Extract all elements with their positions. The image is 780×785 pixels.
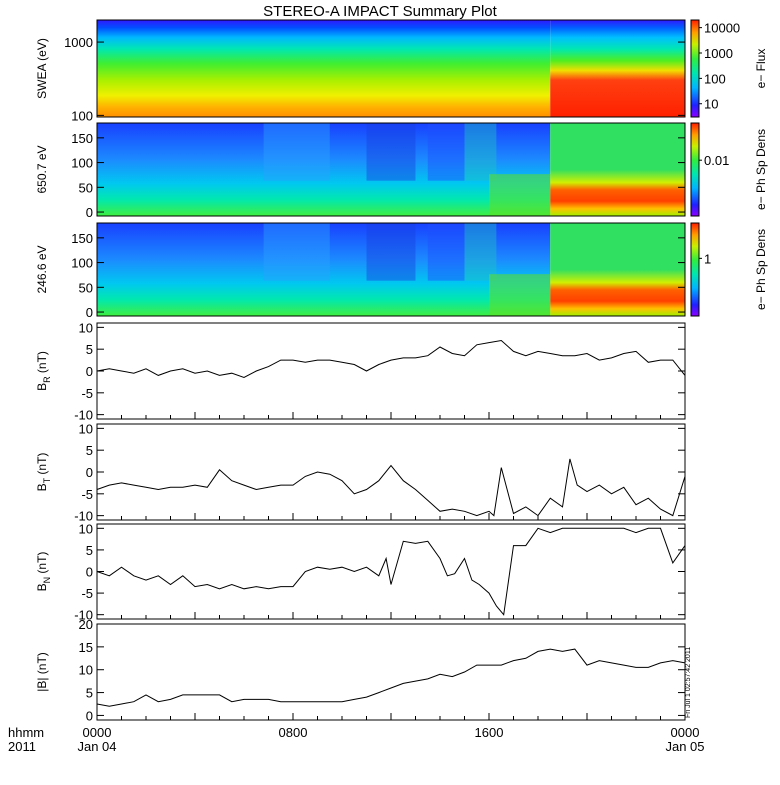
bt-ylabel-main: B bbox=[35, 483, 49, 491]
pad246-ytick-label: 50 bbox=[79, 280, 93, 295]
time-axis-row2-label: 2011 bbox=[8, 739, 36, 754]
pad246-colorbar-label: e− Ph Sp Dens bbox=[754, 229, 768, 310]
pad650-colorbar-tick-label: 0.01 bbox=[704, 153, 729, 168]
bt-ylabel-sub: T bbox=[42, 477, 52, 483]
br-ytick-label: -5 bbox=[81, 386, 93, 401]
bt-ytick-label: 0 bbox=[86, 465, 93, 480]
br-ylabel-unit: (nT) bbox=[35, 351, 49, 376]
bn-ytick-label: -10 bbox=[74, 608, 93, 623]
bmag-ytick-label: 10 bbox=[79, 663, 93, 678]
br-ylabel-sub: R bbox=[42, 376, 52, 383]
bt-ytick-label: 10 bbox=[79, 421, 93, 436]
bt-ylabel-unit: (nT) bbox=[35, 453, 49, 478]
time-axis-row1-label: hhmm bbox=[8, 725, 44, 740]
pad246-heatmap-streak bbox=[366, 223, 416, 281]
swea-colorbar-tick-label: 100 bbox=[704, 71, 726, 86]
pad246-heatmap-streak bbox=[263, 223, 330, 281]
swea-colorbar-tick-label: 1000 bbox=[704, 46, 733, 61]
pad650-frame bbox=[96, 122, 686, 217]
bn-ylabel-sub: N bbox=[42, 577, 52, 584]
br-ytick-label: 0 bbox=[86, 364, 93, 379]
br-ylabel-main: B bbox=[35, 383, 49, 391]
swea-heatmap-before bbox=[97, 20, 551, 117]
time-tick-label: 0800 bbox=[279, 725, 308, 740]
pad246-heatmap-after bbox=[550, 223, 685, 316]
bn-series-line bbox=[96, 527, 686, 616]
pad246-heatmap-streak bbox=[464, 223, 497, 281]
swea-ylabel: SWEA (eV) bbox=[35, 38, 49, 99]
bmag-ytick-label: 15 bbox=[79, 640, 93, 655]
pad650-ytick-label: 0 bbox=[86, 205, 93, 220]
swea-colorbar-label: e− Flux bbox=[754, 49, 768, 89]
br-ytick-label: 10 bbox=[79, 320, 93, 335]
swea-ytick-label: 100 bbox=[71, 108, 93, 123]
br-frame bbox=[96, 322, 686, 420]
pad246-heatmap-before bbox=[97, 223, 551, 316]
bmag-ytick-label: 0 bbox=[86, 708, 93, 723]
pad246-colorbar bbox=[690, 222, 700, 317]
bt-ytick-label: 5 bbox=[86, 443, 93, 458]
pad650-heatmap-streak bbox=[489, 174, 551, 216]
time-tick-label: 0000 bbox=[671, 725, 700, 740]
pad246-frame bbox=[96, 222, 686, 317]
swea-heatmap-after bbox=[550, 20, 685, 117]
br-ylabel: BR (nT) bbox=[35, 351, 52, 391]
swea-colorbar-tick-label: 10 bbox=[704, 97, 718, 112]
pad650-ylabel: 650.7 eV bbox=[35, 145, 49, 193]
bt-ylabel: BT (nT) bbox=[35, 453, 52, 492]
br-series-line bbox=[96, 339, 686, 379]
bn-ylabel-unit: (nT) bbox=[35, 552, 49, 577]
bt-frame bbox=[96, 423, 686, 521]
swea-colorbar-tick-label: 10000 bbox=[704, 21, 740, 36]
bmag-frame bbox=[96, 623, 686, 721]
time-tick-date: Jan 05 bbox=[665, 739, 704, 754]
bt-ytick-label: -10 bbox=[74, 509, 93, 524]
time-tick-label: 0000 bbox=[83, 725, 112, 740]
swea-ytick-label: 1000 bbox=[64, 35, 93, 50]
pad650-heatmap-streak bbox=[427, 123, 465, 181]
time-tick-date: Jan 04 bbox=[77, 739, 116, 754]
pad650-heatmap-streak bbox=[263, 123, 330, 181]
pad650-heatmap-streak bbox=[464, 123, 497, 181]
pad246-heatmap-streak bbox=[489, 274, 551, 316]
bmag-series-line bbox=[96, 648, 686, 707]
plot-title: STEREO-A IMPACT Summary Plot bbox=[263, 3, 497, 20]
bmag-ytick-label: 20 bbox=[79, 617, 93, 632]
bn-ytick-label: 5 bbox=[86, 543, 93, 558]
pad650-heatmap-streak bbox=[366, 123, 416, 181]
pad650-colorbar-label: e− Ph Sp Dens bbox=[754, 129, 768, 210]
pad650-heatmap-after bbox=[550, 123, 685, 216]
time-tick-label: 1600 bbox=[475, 725, 504, 740]
bn-ytick-label: 0 bbox=[86, 565, 93, 580]
bn-ytick-label: 10 bbox=[79, 521, 93, 536]
pad246-colorbar-tick-label: 1 bbox=[704, 251, 711, 266]
pad650-ytick-label: 150 bbox=[71, 131, 93, 146]
pad246-ytick-label: 150 bbox=[71, 231, 93, 246]
pad246-ytick-label: 0 bbox=[86, 305, 93, 320]
bmag-ytick-label: 5 bbox=[86, 686, 93, 701]
bt-series-line bbox=[96, 458, 686, 517]
pad246-ylabel: 246.6 eV bbox=[35, 245, 49, 293]
pad246-heatmap-streak bbox=[427, 223, 465, 281]
pad650-heatmap-before bbox=[97, 123, 551, 216]
pad650-colorbar bbox=[690, 122, 700, 217]
br-ytick-label: 5 bbox=[86, 342, 93, 357]
bt-ytick-label: -5 bbox=[81, 487, 93, 502]
bmag-ylabel: |B| (nT) bbox=[35, 652, 49, 692]
swea-frame bbox=[96, 19, 686, 118]
bn-ylabel: BN (nT) bbox=[35, 552, 52, 592]
pad650-ytick-label: 100 bbox=[71, 156, 93, 171]
br-ytick-label: -10 bbox=[74, 408, 93, 423]
timestamp-stamp: Fri Jul 1 02:57:42 2011 bbox=[685, 647, 692, 718]
pad650-ytick-label: 50 bbox=[79, 180, 93, 195]
bn-ylabel-main: B bbox=[35, 583, 49, 591]
swea-colorbar bbox=[690, 19, 700, 118]
pad246-ytick-label: 100 bbox=[71, 256, 93, 271]
bn-frame bbox=[96, 523, 686, 620]
bn-ytick-label: -5 bbox=[81, 586, 93, 601]
